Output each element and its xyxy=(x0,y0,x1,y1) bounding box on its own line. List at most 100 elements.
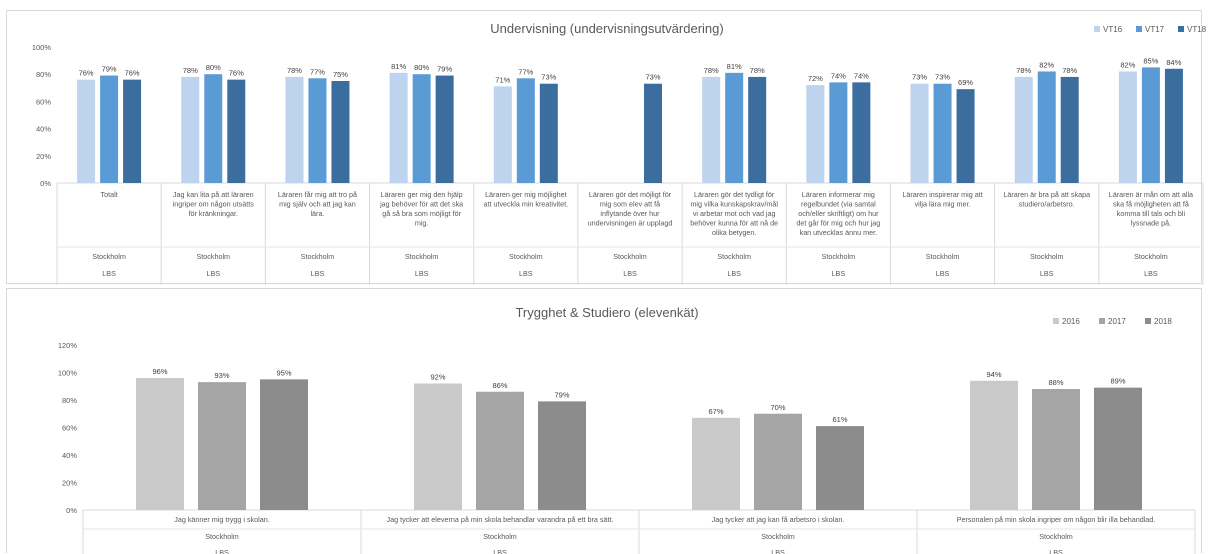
category-label: lära. xyxy=(310,209,324,218)
chart-title: Undervisning (undervisningsutvärdering) xyxy=(490,21,723,36)
category-label: och/eller skriftligt) om hur xyxy=(798,209,879,218)
category-label: Läraren gör det möjligt för xyxy=(589,190,672,199)
data-label: 67% xyxy=(708,407,723,416)
category-label: vi arbetar mot och vad jag xyxy=(693,209,776,218)
group-label-stockholm: Stockholm xyxy=(1134,252,1168,261)
data-label: 78% xyxy=(750,66,765,75)
category-label: regelbundet (via samtal xyxy=(801,200,876,209)
category-label: Läraren gör det tydligt för xyxy=(694,190,775,199)
category-label: ingriper om någon utsätts xyxy=(173,200,255,209)
bar-2017-3 xyxy=(754,413,802,510)
category-label: mig vilka kunskapskrav/mål xyxy=(690,200,778,209)
bar-VT18-1 xyxy=(123,79,142,183)
category-label: Totalt xyxy=(100,190,117,199)
legend-label-2018: 2018 xyxy=(1154,317,1172,326)
y-tick-label: 100% xyxy=(32,43,52,52)
legend-label-2017: 2017 xyxy=(1108,317,1126,326)
bar-2018-2 xyxy=(538,401,586,510)
bar-VT18-10 xyxy=(1060,76,1079,183)
bar-VT17-7 xyxy=(725,72,744,183)
category-label: Läraren är mån om att alla xyxy=(1109,190,1193,199)
category-label: behöver kunna för att nå de xyxy=(690,219,778,228)
data-label: 78% xyxy=(1016,66,1031,75)
category-label: Jag tycker att jag kan få arbetsro i sko… xyxy=(712,515,845,524)
group-label-lbs: LBS xyxy=(771,548,785,554)
category-label: lyssnade på. xyxy=(1131,219,1171,228)
y-tick-label: 40% xyxy=(36,125,51,134)
bar-2017-2 xyxy=(476,391,524,510)
bar-VT16-3 xyxy=(285,76,304,183)
bar-2016-3 xyxy=(692,417,740,510)
group-label-stockholm: Stockholm xyxy=(509,252,543,261)
group-label-lbs: LBS xyxy=(1040,269,1054,278)
data-label: 93% xyxy=(214,371,229,380)
safety-chart: Trygghet & Studiero (elevenkät) 2016 2017 2… xyxy=(58,305,1196,554)
y-tick-label: 80% xyxy=(62,396,77,405)
category-label: komma till tals och bli xyxy=(1117,209,1186,218)
bar-VT16-4 xyxy=(389,72,408,183)
legend-label-2016: 2016 xyxy=(1062,317,1080,326)
group-label-stockholm: Stockholm xyxy=(1039,532,1073,541)
category-label: Läraren får mig att tro på xyxy=(278,190,357,199)
group-label-stockholm: Stockholm xyxy=(717,252,751,261)
category-label: att utveckla min kreativitet. xyxy=(483,200,568,209)
chart-title: Trygghet & Studiero (elevenkät) xyxy=(515,305,698,320)
bar-VT16-9 xyxy=(910,83,929,183)
data-label: 79% xyxy=(554,390,569,399)
bar-VT18-4 xyxy=(435,75,454,183)
bar-2017-4 xyxy=(1032,389,1080,510)
data-label: 88% xyxy=(1048,378,1063,387)
bar-2016-4 xyxy=(970,380,1018,510)
legend-swatch-2017 xyxy=(1099,318,1105,324)
teaching-chart: Undervisning (undervisningsutvärdering) V… xyxy=(32,21,1207,285)
data-label: 85% xyxy=(1143,56,1158,65)
data-label: 80% xyxy=(206,63,221,72)
bar-VT17-11 xyxy=(1141,67,1160,183)
group-label-stockholm: Stockholm xyxy=(205,532,239,541)
y-tick-label: 0% xyxy=(40,179,51,188)
y-tick-label: 0% xyxy=(66,506,77,515)
data-label: 72% xyxy=(808,74,823,83)
group-label-stockholm: Stockholm xyxy=(483,532,517,541)
group-label-lbs: LBS xyxy=(1049,548,1063,554)
legend-swatch-2018 xyxy=(1145,318,1151,324)
category-label: ska få möjligheten att få xyxy=(1113,200,1189,209)
data-label: 74% xyxy=(854,71,869,80)
data-label: 79% xyxy=(437,65,452,74)
category-label: mig som elev att få xyxy=(600,200,660,209)
legend-label-VT18: VT18 xyxy=(1187,25,1207,34)
group-label-stockholm: Stockholm xyxy=(1030,252,1064,261)
group-label-lbs: LBS xyxy=(415,269,429,278)
bar-VT17-10 xyxy=(1037,71,1056,183)
data-label: 73% xyxy=(935,73,950,82)
data-label: 76% xyxy=(125,69,140,78)
category-label: det går för mig och hur jag xyxy=(796,219,880,228)
category-label: mig. xyxy=(415,219,429,228)
category-label: inflytande över hur xyxy=(600,209,660,218)
bar-VT16-10 xyxy=(1014,76,1033,183)
bar-VT17-2 xyxy=(204,74,223,183)
bar-2018-3 xyxy=(816,426,864,510)
group-label-lbs: LBS xyxy=(623,269,637,278)
bar-VT18-9 xyxy=(956,89,975,183)
data-label: 73% xyxy=(645,73,660,82)
data-label: 86% xyxy=(492,381,507,390)
data-label: 79% xyxy=(102,65,117,74)
category-label: jag behöver för att det ska xyxy=(379,200,463,209)
y-tick-label: 40% xyxy=(62,451,77,460)
bar-VT16-2 xyxy=(181,76,200,183)
group-label-lbs: LBS xyxy=(102,269,116,278)
group-label-stockholm: Stockholm xyxy=(613,252,647,261)
bar-VT18-7 xyxy=(748,76,767,183)
bar-VT17-3 xyxy=(308,78,327,183)
data-label: 73% xyxy=(541,73,556,82)
data-label: 73% xyxy=(912,73,927,82)
group-label-stockholm: Stockholm xyxy=(301,252,335,261)
data-label: 78% xyxy=(183,66,198,75)
y-tick-label: 60% xyxy=(36,97,51,106)
safety-chart-panel: Trygghet & Studiero (elevenkät) 2016 2017 2… xyxy=(6,288,1202,554)
category-label: Läraren ger mig den hjälp xyxy=(381,190,463,199)
group-label-lbs: LBS xyxy=(493,548,507,554)
y-tick-label: 80% xyxy=(36,70,51,79)
y-tick-label: 60% xyxy=(62,424,77,433)
